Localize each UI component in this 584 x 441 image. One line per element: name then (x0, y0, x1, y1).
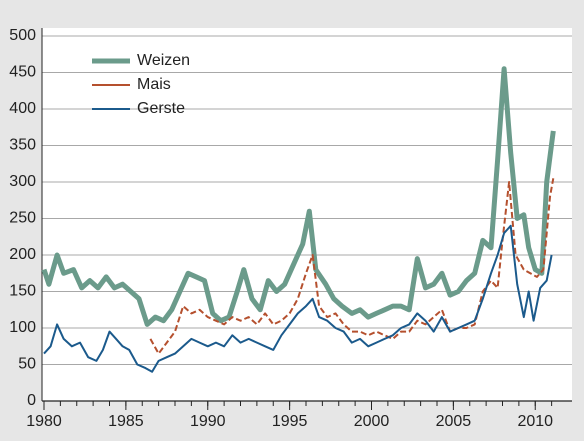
x-tick-label: 2005 (436, 413, 472, 430)
x-tick-label: 2010 (517, 413, 553, 430)
y-tick-label: 200 (9, 246, 36, 263)
x-tick-label: 1990 (190, 413, 226, 430)
y-tick-label: 500 (9, 27, 36, 44)
y-tick-label: 0 (27, 392, 36, 409)
legend-label: Gerste (137, 100, 185, 117)
y-tick-label: 350 (9, 137, 36, 154)
y-tick-label: 450 (9, 64, 36, 81)
x-tick-label: 2000 (354, 413, 390, 430)
line-1 (149, 178, 555, 355)
x-tick-label: 1995 (272, 413, 308, 430)
y-tick-label: 50 (18, 356, 36, 373)
y-tick-label: 250 (9, 210, 36, 227)
legend-label: Weizen (137, 52, 190, 69)
line-0 (41, 66, 556, 327)
legend-label: Mais (137, 76, 171, 93)
y-tick-label: 150 (9, 283, 36, 300)
x-tick-label: 1980 (26, 413, 62, 430)
x-tick-label: 1985 (108, 413, 144, 430)
y-tick-label: 300 (9, 173, 36, 190)
y-tick-label: 400 (9, 100, 36, 117)
line-2 (43, 224, 553, 373)
y-tick-label: 100 (9, 319, 36, 336)
